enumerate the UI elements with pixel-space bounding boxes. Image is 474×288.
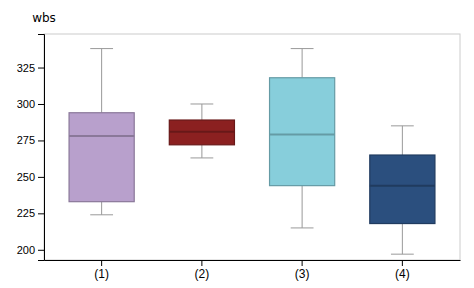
x-tick-label: (3) (295, 267, 310, 281)
whisker-cap-high (90, 48, 113, 49)
x-tick-mark (302, 260, 303, 266)
x-tick: (4) (395, 260, 410, 281)
whisker-low (101, 202, 102, 215)
y-tick-label: 275 (17, 134, 35, 146)
x-tick-label: (4) (395, 267, 410, 281)
y-tick-mark (38, 140, 44, 141)
y-tick: 225 (17, 207, 44, 219)
boxes (69, 49, 435, 255)
whisker-high (402, 126, 403, 155)
x-tick: (3) (295, 260, 310, 281)
y-axis-title: wbs (32, 11, 56, 25)
whisker-cap-low (391, 254, 414, 255)
y-tick-label: 250 (17, 171, 35, 183)
median (270, 134, 335, 136)
whisker-high (201, 104, 202, 120)
chart: 200 225 250 275 300 325 (1) (2) (3) (4) wbs (0, 0, 474, 288)
whisker-cap-high (190, 103, 213, 104)
y-tick-mark (38, 68, 44, 69)
median (69, 135, 134, 137)
y-tick: 250 (17, 171, 44, 183)
box (169, 120, 234, 145)
box (270, 78, 335, 186)
y-tick-mark (38, 104, 44, 105)
whisker-cap-low (190, 157, 213, 158)
median (169, 131, 234, 133)
y-tick: 300 (17, 98, 44, 110)
box-group (370, 126, 435, 254)
x-axis-line (45, 260, 461, 261)
whisker-cap-low (90, 214, 113, 215)
x-tick: (1) (94, 260, 109, 281)
box (69, 113, 134, 202)
x-tick-mark (201, 260, 202, 266)
y-axis-line (38, 35, 45, 261)
y-tick-label: 325 (17, 62, 35, 74)
y-tick: 275 (17, 134, 44, 146)
whisker-low (402, 224, 403, 255)
whisker-low (302, 186, 303, 228)
y-tick-label: 200 (17, 244, 35, 256)
whisker-cap-high (391, 125, 414, 126)
whisker-cap-high (291, 48, 314, 49)
y-tick-mark (38, 213, 44, 214)
plot: 200 225 250 275 300 325 (1) (2) (3) (4) (17, 34, 461, 281)
median (370, 185, 435, 187)
whisker-high (101, 49, 102, 113)
y-tick-mark (38, 250, 44, 251)
x-tick-mark (101, 260, 102, 266)
x-tick-mark (402, 260, 403, 266)
plot-frame (44, 34, 460, 260)
y-tick-label: 300 (17, 98, 35, 110)
box-group (169, 104, 234, 158)
whisker-cap-low (291, 227, 314, 228)
x-tick: (2) (195, 260, 210, 281)
y-axis: 200 225 250 275 300 325 (17, 35, 45, 261)
box-group (69, 49, 134, 215)
y-tick: 200 (17, 244, 44, 256)
x-axis: (1) (2) (3) (4) (45, 260, 461, 281)
y-tick-label: 225 (17, 207, 35, 219)
whisker-high (302, 49, 303, 78)
y-tick-mark (38, 177, 44, 178)
y-tick: 325 (17, 62, 44, 74)
whisker-low (201, 145, 202, 158)
x-tick-label: (1) (94, 267, 109, 281)
x-tick-label: (2) (195, 267, 210, 281)
box-group (270, 49, 335, 228)
box (370, 155, 435, 224)
